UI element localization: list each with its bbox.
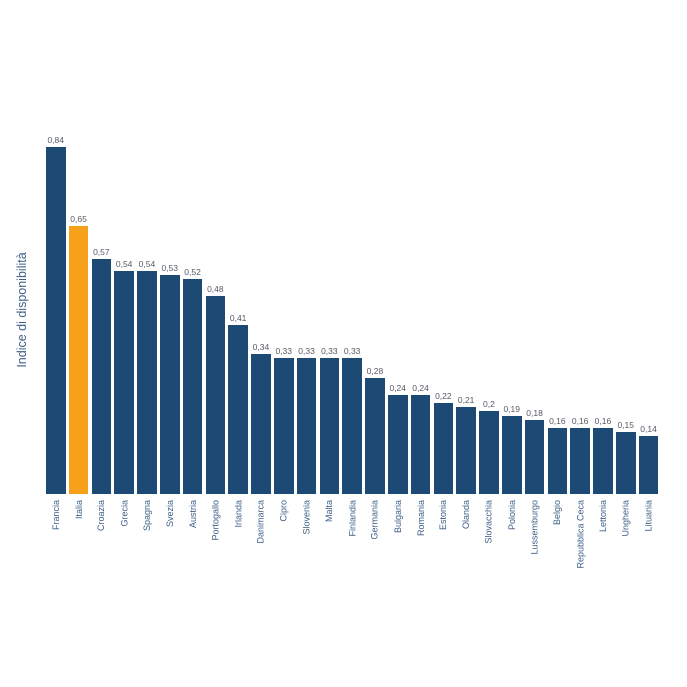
- value-label: 0,54: [138, 258, 156, 269]
- bar-croazia: [91, 258, 112, 494]
- bar-italia: [68, 225, 89, 494]
- value-label: 0,22: [435, 391, 452, 402]
- category-label: Cipro: [278, 500, 289, 522]
- category-label: Repubblica Ceca: [575, 500, 586, 569]
- value-label: 0,53: [161, 263, 179, 274]
- value-label: 0,54: [115, 258, 133, 269]
- value-label: 0,16: [549, 415, 566, 426]
- value-label: 0,52: [184, 267, 201, 278]
- category-label: Lituania: [643, 500, 654, 532]
- value-label: 0,57: [93, 246, 110, 257]
- category-label: Grecia: [119, 500, 130, 527]
- category-label: Francia: [50, 500, 61, 531]
- bar-estonia: [433, 403, 454, 494]
- value-label: 0,18: [526, 407, 543, 418]
- bar-grecia: [114, 270, 134, 494]
- bar-ungheria: [616, 432, 636, 494]
- category-label: Lussemburgo: [529, 500, 540, 555]
- bar-lussemburgo: [524, 419, 545, 494]
- value-label: 0,16: [594, 415, 612, 426]
- value-label: 0,84: [47, 135, 65, 146]
- bar-austria: [182, 279, 203, 494]
- value-label: 0,16: [571, 415, 589, 426]
- category-label: Malta: [324, 500, 335, 523]
- category-label: Ungheria: [620, 500, 631, 537]
- value-label: 0,48: [207, 283, 224, 294]
- value-label: 0,33: [298, 345, 315, 356]
- bar-irlanda: [228, 324, 248, 494]
- category-label: Danimarca: [255, 500, 266, 544]
- value-label: 0,19: [503, 403, 521, 414]
- bar-olanda: [456, 407, 476, 494]
- value-label: 0,33: [275, 345, 293, 356]
- bar-germania: [365, 378, 385, 494]
- bar-svezia: [160, 275, 180, 494]
- bar-danimarca: [251, 353, 271, 494]
- value-label: 0,21: [457, 395, 475, 406]
- bar-belgio: [547, 427, 568, 494]
- bar-malta: [319, 357, 340, 494]
- category-label: Portogallo: [210, 500, 221, 541]
- bar-slovenia: [296, 357, 317, 494]
- category-label: Belgio: [552, 500, 563, 526]
- bar-spagna: [137, 270, 157, 494]
- bar-polonia: [502, 415, 522, 494]
- category-label: Svezia: [164, 500, 175, 528]
- value-label: 0,41: [229, 312, 247, 323]
- value-label: 0,14: [640, 424, 657, 435]
- value-label: 0,33: [321, 345, 338, 356]
- category-label: Estonia: [438, 500, 449, 531]
- category-label: Bulgaria: [392, 500, 403, 534]
- category-label: Lettonia: [597, 500, 608, 533]
- value-label: 0,15: [617, 420, 635, 431]
- category-label: Slovacchia: [483, 500, 494, 544]
- category-label: Polonia: [506, 500, 517, 531]
- bar-bulgaria: [388, 394, 408, 494]
- category-label: Austria: [187, 500, 198, 529]
- value-label: 0,24: [389, 382, 407, 393]
- category-label: Irlanda: [233, 500, 244, 528]
- bar-romania: [410, 394, 431, 494]
- value-label: 0,65: [70, 213, 87, 224]
- bar-slovacchia: [479, 411, 499, 494]
- y-axis-label: Indice di disponibilità: [15, 252, 29, 368]
- bar-francia: [46, 147, 66, 494]
- bar-cipro: [274, 357, 294, 494]
- bar-lettonia: [593, 427, 613, 494]
- value-label: 0,33: [343, 345, 361, 356]
- bar-portogallo: [205, 295, 226, 494]
- bar-repubblica-ceca: [570, 427, 590, 494]
- category-label: Italia: [73, 500, 84, 520]
- category-label: Romania: [415, 500, 426, 537]
- value-label: 0,24: [412, 382, 429, 393]
- bar-finlandia: [342, 357, 362, 494]
- value-label: 0,2: [483, 399, 495, 410]
- value-label: 0,34: [252, 341, 270, 352]
- category-label: Slovenia: [301, 500, 312, 535]
- bar-lituania: [638, 436, 659, 494]
- category-label: Olanda: [461, 500, 472, 530]
- category-label: Finlandia: [347, 500, 358, 537]
- value-label: 0,28: [366, 366, 384, 377]
- category-label: Croazia: [96, 500, 107, 532]
- category-label: Spagna: [141, 500, 152, 532]
- category-label: Germania: [369, 500, 380, 540]
